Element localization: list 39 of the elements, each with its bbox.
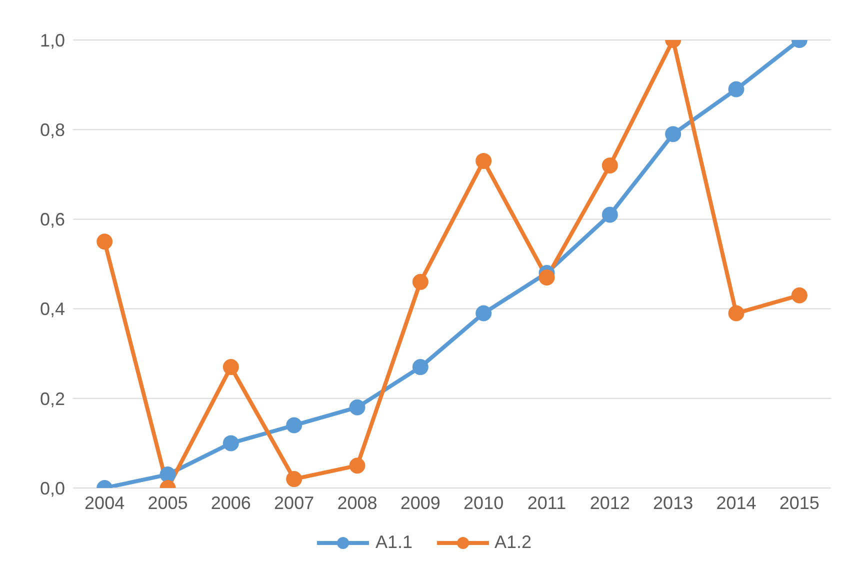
point (160, 466, 176, 483)
y-tick-label: 1,0 (40, 30, 65, 50)
point (538, 269, 555, 286)
legend-label: A1.1 (375, 532, 412, 553)
y-tick-label: 0,8 (40, 120, 65, 140)
y-tick-label: 0,6 (40, 210, 65, 230)
point (476, 152, 492, 169)
point (412, 274, 428, 290)
x-tick-label: 2015 (779, 492, 820, 513)
x-tick-label: 2009 (400, 492, 440, 513)
x-tick-label: 2011 (527, 492, 566, 513)
point (349, 458, 366, 474)
point (791, 287, 808, 304)
point (222, 435, 239, 452)
point (728, 81, 744, 98)
x-tick-label: 2006 (210, 492, 251, 513)
point (222, 359, 239, 376)
y-tick-label: 0,4 (40, 299, 65, 320)
x-tick-label: 2008 (337, 492, 378, 513)
x-tick-label: 2005 (148, 492, 188, 513)
y-tick-label: 0,2 (40, 388, 65, 409)
x-tick-label: 2012 (590, 492, 630, 513)
point (476, 305, 492, 322)
point (286, 471, 302, 488)
x-tick-label: 2014 (716, 492, 756, 513)
point (412, 359, 428, 376)
y-tick-label: 0,0 (40, 478, 65, 498)
legend-label: A1.2 (494, 532, 532, 553)
x-tick-label: 2010 (464, 492, 504, 513)
x-tick-label: 2004 (84, 492, 125, 513)
point (602, 206, 618, 223)
point (96, 234, 113, 250)
point (349, 399, 366, 416)
point (728, 305, 744, 322)
point (665, 126, 682, 142)
point (286, 417, 302, 434)
x-tick-label: 2013 (653, 492, 694, 513)
point (602, 157, 618, 174)
x-tick-label: 2007 (274, 492, 314, 513)
